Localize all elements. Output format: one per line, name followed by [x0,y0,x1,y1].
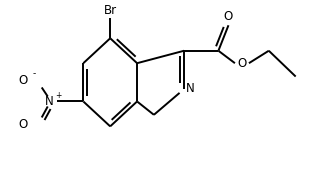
Text: O: O [18,74,28,87]
Text: +: + [55,91,62,100]
Text: O: O [18,118,28,131]
Text: -: - [32,69,35,78]
Text: N: N [186,82,195,96]
Text: Br: Br [103,4,117,17]
Text: O: O [237,57,247,70]
Text: O: O [224,10,233,23]
Text: N: N [45,95,54,108]
